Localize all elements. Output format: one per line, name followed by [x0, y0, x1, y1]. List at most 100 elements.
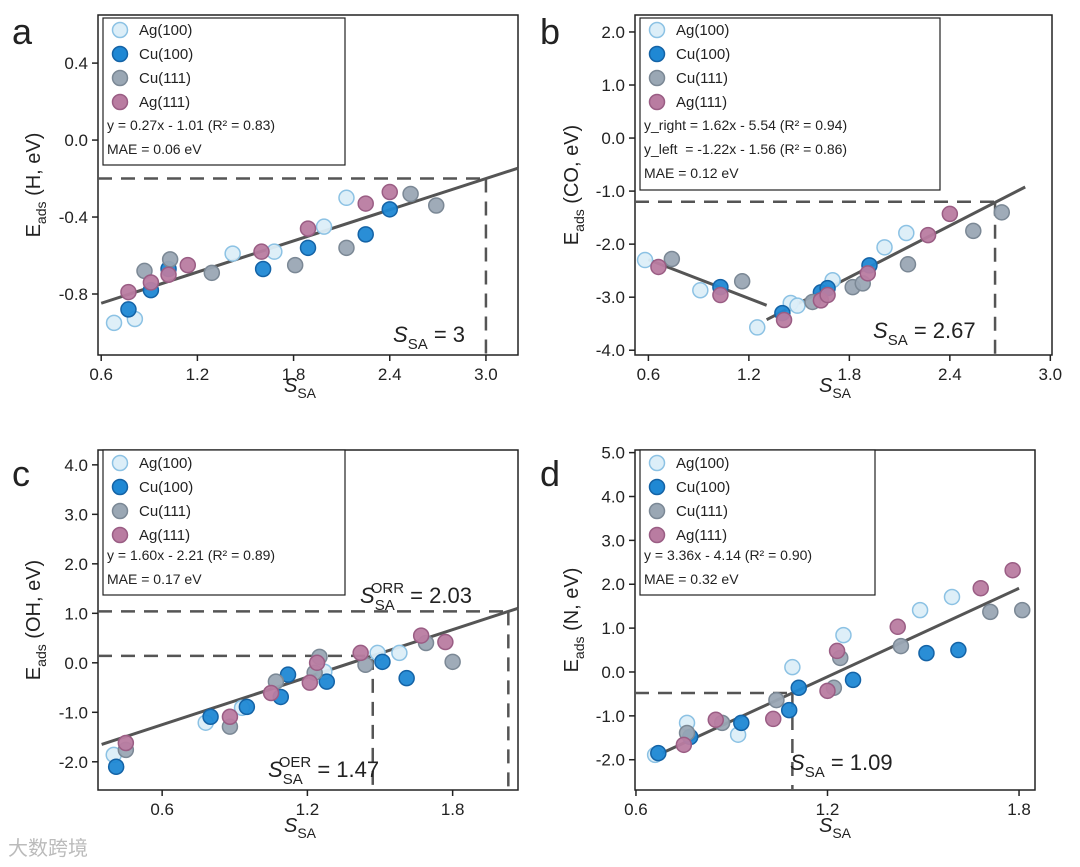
- point-cu100: [357, 226, 374, 243]
- point-ag100: [835, 626, 852, 644]
- point-cu111: [203, 264, 221, 282]
- x-tick-label: 0.6: [624, 800, 648, 819]
- legend-equation: MAE = 0.17 eV: [107, 571, 202, 587]
- legend-label: Ag(111): [676, 527, 727, 544]
- x-axis-label-main: S: [284, 815, 298, 837]
- y-axis-label-rest: (N, eV): [561, 568, 583, 637]
- x-axis-label-sub: SA: [297, 385, 316, 401]
- point-ag111: [381, 183, 399, 201]
- panel-label: c: [12, 453, 30, 494]
- point-cu100: [844, 671, 862, 689]
- y-tick-label: -2.0: [596, 751, 625, 770]
- point-ag100: [636, 251, 654, 269]
- panel-b: b 0.6 1.2 1.8 2.4 3.0 2.0 1.0 0.0 -1.0 -2.0 -3.0 -4.…: [540, 11, 1062, 401]
- fit-line: [651, 586, 1020, 760]
- x-tick-label: 2.4: [938, 365, 962, 384]
- y-tick-label: 0.0: [64, 131, 88, 150]
- point-cu100: [650, 744, 667, 762]
- point-cu100: [107, 758, 125, 775]
- point-ag111: [352, 644, 369, 662]
- legend-label: Ag(111): [139, 527, 190, 544]
- x-tick-label: 0.6: [637, 365, 661, 384]
- point-ag111: [120, 283, 137, 301]
- point-ag100: [911, 601, 929, 619]
- x-tick-label: 1.8: [1007, 800, 1031, 819]
- point-cu100: [374, 653, 391, 671]
- point-cu100: [918, 644, 935, 662]
- annotation-value: = 2.03: [404, 583, 472, 608]
- y-tick-label: -2.0: [596, 235, 625, 254]
- point-cu111: [892, 637, 910, 655]
- legend-marker: [648, 478, 666, 496]
- point-ag111: [117, 734, 135, 752]
- point-cu111: [338, 239, 355, 257]
- point-cu111: [427, 197, 445, 214]
- point-ag111: [941, 205, 959, 223]
- legend-marker: [111, 69, 129, 87]
- watermark: 大数跨境: [8, 837, 88, 860]
- point-ag100: [876, 239, 893, 256]
- point-ag111: [221, 708, 239, 726]
- y-axis-label-main: E: [561, 232, 583, 245]
- point-ag111: [160, 266, 177, 284]
- point-ag111: [299, 220, 317, 237]
- point-cu100: [790, 679, 808, 697]
- point-cu111: [993, 204, 1011, 221]
- y-tick-label: 4.0: [64, 456, 88, 475]
- legend-marker: [648, 93, 666, 111]
- point-ag111: [972, 579, 989, 597]
- point-cu111: [733, 273, 751, 290]
- point-ag111: [308, 654, 326, 672]
- y-tick-label: -3.0: [596, 288, 625, 307]
- y-axis-label: Eads (N, eV): [561, 568, 587, 673]
- legend-label: Cu(111): [676, 503, 728, 520]
- point-ag111: [437, 633, 454, 651]
- x-axis-label-sub: SA: [832, 825, 851, 841]
- legend-marker: [111, 454, 129, 472]
- point-cu111: [982, 603, 999, 621]
- y-tick-label: 1.0: [601, 76, 625, 95]
- point-cu111: [444, 653, 461, 671]
- x-axis-label-sub: SA: [297, 825, 316, 841]
- annotation-ssa: SSAORR = 2.03: [360, 580, 472, 614]
- legend-equation: y = 0.27x - 1.01 (R² = 0.83): [107, 117, 275, 133]
- annotation-main: S: [360, 583, 375, 608]
- point-ag111: [650, 258, 667, 276]
- legend-marker: [648, 69, 666, 87]
- x-axis-label: SSA: [819, 375, 852, 401]
- point-cu100: [254, 260, 272, 278]
- annotation-main: S: [268, 757, 283, 782]
- annotation-sub: SA: [888, 332, 908, 349]
- point-cu111: [161, 251, 179, 268]
- x-axis-label: SSA: [284, 815, 317, 841]
- x-tick-label: 1.8: [441, 800, 465, 819]
- point-cu111: [286, 256, 304, 274]
- legend-label: Cu(100): [676, 46, 730, 63]
- annotation-ssa: SSA = 1.09: [790, 750, 893, 781]
- point-ag111: [707, 711, 725, 729]
- legend-box: [102, 449, 346, 596]
- point-ag111: [819, 286, 836, 304]
- legend-equation: MAE = 0.06 eV: [107, 141, 202, 157]
- point-ag111: [1004, 561, 1021, 579]
- y-tick-label: 4.0: [601, 488, 625, 507]
- y-axis-label-rest: (CO, eV): [561, 125, 583, 209]
- point-cu100: [299, 239, 317, 257]
- legend-label: Cu(100): [676, 479, 730, 496]
- y-tick-label: -0.4: [59, 208, 88, 227]
- legend-marker: [111, 45, 129, 63]
- annotation-value: = 3: [428, 322, 465, 347]
- annotation-sub: SA: [805, 764, 825, 781]
- point-ag100: [105, 314, 123, 332]
- point-cu100: [120, 301, 137, 318]
- point-ag111: [301, 674, 319, 691]
- x-tick-label: 3.0: [1039, 365, 1063, 384]
- annotation-value: = 1.09: [825, 750, 893, 775]
- y-tick-label: -1.0: [59, 703, 88, 722]
- point-ag111: [412, 627, 430, 644]
- legend-box: [639, 17, 941, 191]
- annotation-sub: SA: [408, 336, 428, 353]
- y-tick-label: -2.0: [59, 753, 88, 772]
- x-tick-label: 3.0: [474, 365, 498, 384]
